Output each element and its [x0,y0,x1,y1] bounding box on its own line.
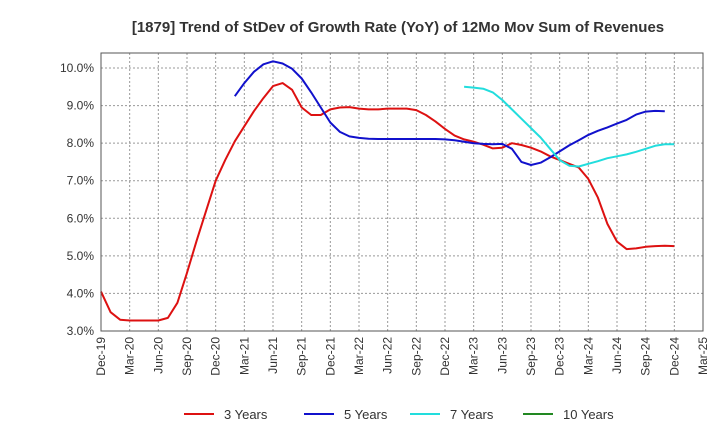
x-tick-label: Jun-20 [151,337,165,374]
x-tick-label: Mar-22 [352,337,366,375]
y-tick-label: 10.0% [60,61,94,75]
x-tick-label: Sep-21 [295,337,309,376]
x-tick-label: Sep-23 [524,337,538,376]
series-lines [100,60,675,322]
x-tick-label: Jun-21 [266,337,280,374]
series-line-5-years [233,60,665,166]
y-tick-label: 3.0% [67,324,95,338]
series-line-3-years [100,82,675,322]
legend: 3 Years 5 Years 7 Years 10 Years [184,407,614,422]
x-tick-label: Jun-24 [610,337,624,374]
legend-label: 7 Years [450,407,494,422]
series-line-7-years [464,85,675,168]
x-tick-label: Mar-23 [467,337,481,375]
grid [100,53,704,332]
y-tick-label: 8.0% [67,136,95,150]
y-tick-label: 7.0% [67,174,95,188]
x-tick-label: Sep-24 [639,337,653,376]
x-axis: Dec-19 Mar-20 Jun-20 Sep-20 Dec-20 Mar-21 Jun-… [94,337,710,376]
x-tick-label: Dec-22 [438,337,452,376]
y-tick-label: 6.0% [67,211,95,225]
x-tick-label: Sep-20 [180,337,194,376]
x-tick-label: Jun-23 [495,337,509,374]
x-tick-label: Mar-20 [123,337,137,375]
y-tick-label: 5.0% [67,249,95,263]
x-tick-label: Dec-23 [553,337,567,376]
x-tick-label: Mar-21 [237,337,251,375]
x-tick-label: Mar-24 [581,337,595,375]
plot-area [100,52,704,332]
x-tick-label: Dec-24 [667,337,681,376]
y-axis: 3.0% 4.0% 5.0% 6.0% 7.0% 8.0% 9.0% 10.0% [60,61,94,338]
x-tick-label: Sep-22 [409,337,423,376]
legend-label: 5 Years [344,407,388,422]
x-tick-label: Jun-22 [381,337,395,374]
x-tick-label: Mar-25 [696,337,710,375]
chart-title: [1879] Trend of StDev of Growth Rate (Yo… [132,19,664,36]
legend-label: 10 Years [563,407,614,422]
x-tick-label: Dec-19 [94,337,108,376]
x-tick-label: Dec-21 [323,337,337,376]
y-tick-label: 4.0% [67,286,95,300]
legend-label: 3 Years [224,407,268,422]
y-tick-label: 9.0% [67,99,95,113]
x-tick-label: Dec-20 [209,337,223,376]
